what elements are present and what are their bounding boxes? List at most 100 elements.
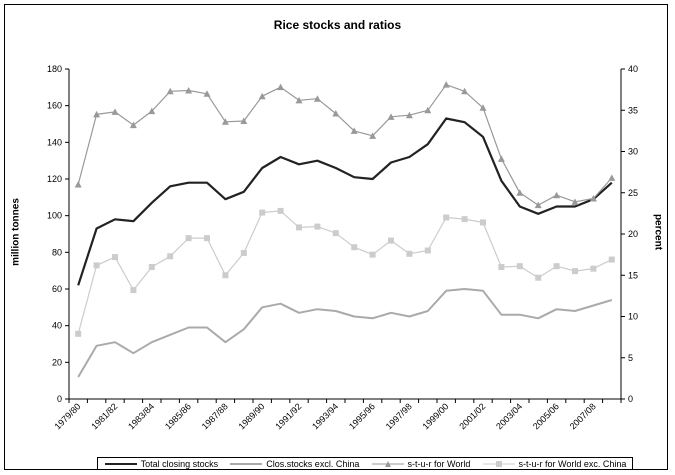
x-tick-label: 1995/96 (347, 401, 377, 431)
data-point-triangle (589, 195, 597, 202)
y-tick-label-left: 180 (47, 64, 62, 74)
data-point-triangle (258, 92, 266, 100)
y-tick-label-right: 40 (628, 64, 638, 74)
data-point-triangle (332, 110, 340, 117)
y-tick-label-left: 20 (52, 357, 62, 367)
data-point-square (553, 263, 560, 270)
legend-swatch-stur-world (371, 460, 404, 467)
data-point-triangle (424, 106, 432, 114)
data-point-square (259, 209, 266, 216)
data-point-triangle (405, 111, 413, 119)
data-point-square (167, 253, 174, 260)
y-tick-label-left: 80 (52, 247, 62, 257)
data-point-square (185, 235, 192, 242)
y-tick-label-right: 25 (628, 188, 638, 198)
data-point-square (498, 264, 505, 270)
legend-item: s-t-u-r for World (371, 458, 471, 469)
data-point-square (93, 262, 100, 269)
x-tick-label: 1989/90 (237, 401, 267, 431)
data-point-triangle (240, 117, 248, 124)
data-point-square (388, 237, 394, 244)
data-point-triangle (571, 198, 579, 205)
x-tick-label: 1999/00 (421, 401, 451, 431)
data-point-triangle (387, 113, 395, 120)
data-point-square (608, 256, 615, 263)
data-point-triangle (313, 95, 321, 102)
y-tick-label-left: 120 (47, 174, 62, 184)
data-point-triangle (111, 108, 119, 115)
data-point-triangle (497, 155, 505, 162)
data-point-square (222, 272, 229, 279)
y-tick-label-left: 0 (57, 394, 62, 404)
y-tick-label-right: 5 (628, 353, 633, 363)
data-point-triangle (534, 201, 542, 209)
legend-label: Total closing stocks (140, 458, 219, 469)
series-line (77, 117, 613, 286)
data-point-triangle (608, 174, 616, 181)
data-point-square (204, 235, 210, 242)
series-line (77, 210, 613, 334)
x-tick-label: 1985/86 (163, 401, 193, 431)
y-tick-label-left: 140 (47, 137, 62, 147)
data-point-square (296, 224, 302, 231)
data-point-triangle (166, 87, 174, 95)
data-point-square (75, 330, 82, 337)
data-point-square (332, 230, 339, 237)
y-tick-label-right: 15 (628, 270, 638, 280)
data-point-triangle (74, 181, 82, 188)
data-point-triangle (203, 90, 211, 97)
data-point-square (277, 207, 284, 214)
data-point-triangle (129, 121, 137, 129)
data-point-square (112, 254, 118, 261)
data-point-triangle (93, 110, 101, 118)
x-tick-label: 2005/06 (531, 401, 561, 431)
x-tick-label: 2001/02 (457, 401, 487, 431)
data-point-square (461, 216, 468, 223)
x-tick-label: 1979/80 (53, 401, 83, 431)
legend-item: s-t-u-r for World exc. China (482, 459, 626, 469)
legend-item: Total closing stocks (104, 458, 219, 469)
y-tick-label-right: 35 (628, 105, 638, 115)
legend-swatch-stur-exc-china (482, 460, 515, 467)
data-point-triangle (148, 107, 156, 115)
y-tick-label-left: 160 (47, 101, 62, 111)
x-tick-label: 1991/92 (273, 401, 303, 431)
legend: Total closing stocks Clos.stocks excl. C… (97, 457, 633, 470)
data-point-triangle (461, 87, 469, 95)
data-point-square (406, 250, 413, 257)
y-tick-label-right: 20 (628, 229, 638, 239)
data-point-triangle (553, 191, 561, 199)
series-line (77, 288, 613, 378)
data-point-square (443, 214, 450, 221)
data-point-square (314, 223, 321, 230)
data-point-square (130, 287, 137, 294)
x-tick-label: 2007/08 (568, 401, 598, 431)
legend-label: Clos.stocks excl. China (266, 458, 360, 469)
data-point-triangle (350, 127, 358, 134)
data-point-triangle (295, 96, 303, 104)
y-tick-label-right: 0 (628, 394, 633, 404)
x-tick-label: 2003/04 (494, 401, 524, 431)
legend-label: s-t-u-r for World (407, 458, 471, 469)
x-tick-label: 1997/98 (384, 401, 414, 431)
data-point-square (148, 264, 155, 270)
y-tick-label-right: 10 (628, 312, 638, 322)
legend-swatch-total (104, 462, 137, 465)
data-point-square (535, 274, 542, 281)
data-point-triangle (479, 104, 487, 111)
data-point-square (351, 244, 358, 251)
data-point-triangle (516, 189, 524, 196)
data-point-triangle (369, 132, 377, 139)
data-point-square (424, 247, 431, 254)
data-point-square (369, 251, 376, 258)
x-tick-label: 1987/88 (200, 401, 230, 431)
y-tick-label-right: 30 (628, 147, 638, 157)
chart-title: Rice stocks and ratios (273, 18, 402, 32)
data-point-square (590, 265, 597, 272)
data-point-square (516, 263, 523, 270)
y-tick-label-left: 40 (52, 321, 62, 331)
data-point-triangle (221, 118, 229, 125)
series-line (77, 84, 613, 206)
